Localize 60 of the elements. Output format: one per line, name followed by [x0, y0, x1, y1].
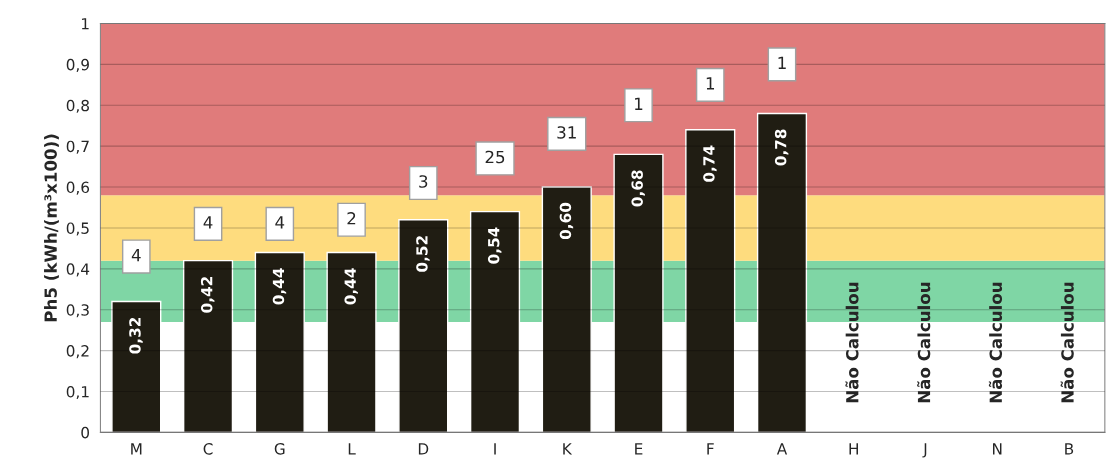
x-tick-label: E: [635, 443, 643, 455]
y-tick-label: 0,9: [66, 58, 89, 72]
x-tick-label: D: [418, 443, 429, 455]
bar: [613, 153, 664, 433]
bar: [254, 251, 305, 433]
x-tick-label: I: [494, 443, 496, 455]
x-tick-label: M: [131, 443, 142, 455]
y-tick-label: 0,1: [66, 385, 89, 400]
bar: [398, 219, 449, 433]
annotation: Não Calculou: [988, 282, 1003, 403]
y-tick-label: 0,4: [66, 263, 90, 277]
data-label: 0,54: [487, 227, 502, 264]
x-tick-label: J: [922, 443, 927, 458]
data-label: 0,60: [559, 202, 574, 240]
data-label: 0,52: [416, 236, 430, 272]
annotation: Não Calculou: [845, 282, 859, 403]
bar: [326, 251, 377, 433]
annotation: 3: [419, 175, 428, 188]
x-tick-label: F: [707, 443, 714, 455]
x-tick-label: C: [203, 443, 213, 455]
x-tick-label: N: [993, 443, 1002, 455]
y-tick-label: 0: [81, 426, 90, 439]
x-tick-label: G: [274, 443, 285, 455]
annotation: 2: [347, 212, 356, 225]
bar: [685, 129, 736, 433]
y-tick-label: 0,7: [66, 140, 89, 154]
annotation: 1: [635, 97, 643, 110]
data-label: 0,44: [344, 268, 358, 305]
data-label: 0,78: [774, 129, 789, 166]
annotation: 4: [131, 249, 141, 262]
annotation: 25: [485, 150, 505, 164]
y-tick-label: 0,8: [66, 99, 89, 113]
x-tick-label: B: [1065, 443, 1074, 455]
bar: [182, 259, 234, 433]
x-tick-label: H: [849, 443, 858, 455]
y-tick-label: 0,3: [66, 304, 89, 318]
bar: [111, 300, 162, 433]
annotation: 1: [706, 77, 715, 90]
x-tick-label: K: [563, 443, 573, 455]
annotation: 1: [778, 56, 786, 69]
bar: [469, 210, 521, 433]
data-label: 0,74: [703, 145, 717, 182]
y-tick-label: 1: [81, 18, 89, 30]
x-tick-label: A: [776, 443, 788, 455]
data-label: 0,32: [129, 317, 143, 354]
annotation: 4: [203, 216, 213, 229]
y-tick-label: 0,5: [66, 222, 89, 236]
annotation: Não Calculou: [1060, 282, 1074, 403]
data-label: 0,68: [631, 170, 645, 207]
x-tick-label: L: [348, 443, 356, 455]
y-tick-label: 0,2: [66, 345, 89, 359]
bar: [541, 186, 592, 433]
annotation: 4: [275, 216, 285, 229]
data-label: 0,44: [272, 268, 287, 305]
annotation: 31: [557, 126, 576, 139]
y-tick-label: 0,6: [66, 181, 90, 195]
y-axis-title: Ph5 (kWh/(m³x100)): [44, 134, 59, 322]
data-label: 0,42: [200, 277, 215, 313]
annotation: Não Calculou: [917, 282, 931, 403]
bar: [756, 112, 808, 433]
